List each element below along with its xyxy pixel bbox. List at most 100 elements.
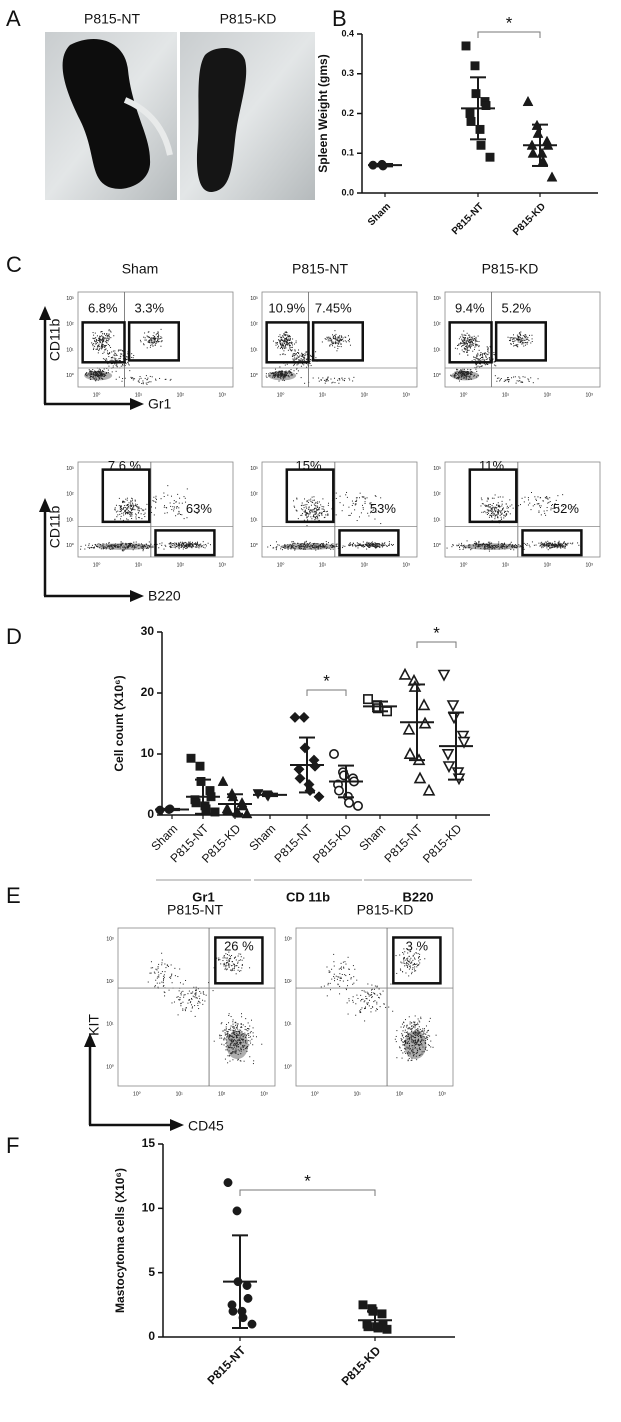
event-dot	[118, 350, 119, 351]
data-point	[218, 776, 228, 785]
event-dot	[234, 1032, 235, 1033]
event-dot	[461, 339, 462, 340]
event-dot	[130, 506, 131, 507]
event-dot	[151, 342, 152, 343]
event-dot	[370, 544, 371, 545]
event-dot	[410, 1022, 411, 1023]
event-dot	[356, 501, 357, 502]
flow-tick-label: 10⁰	[106, 1064, 114, 1070]
event-dot	[228, 965, 229, 966]
event-dot	[124, 507, 125, 508]
event-dot	[339, 335, 340, 336]
event-dot	[141, 383, 142, 384]
event-dot	[313, 547, 314, 548]
event-dot	[240, 1027, 241, 1028]
event-dot	[421, 1037, 422, 1038]
event-dot	[469, 335, 470, 336]
event-dot	[119, 511, 120, 512]
event-dot	[330, 983, 331, 984]
data-point	[405, 749, 415, 758]
event-dot	[243, 958, 244, 959]
event-dot	[476, 355, 477, 356]
event-dot	[533, 382, 534, 383]
event-dot	[111, 351, 112, 352]
event-dot	[236, 959, 237, 960]
event-dot	[473, 343, 474, 344]
event-dot	[285, 332, 286, 333]
event-dot	[548, 545, 549, 546]
event-dot	[279, 366, 280, 367]
event-dot	[146, 544, 147, 545]
event-dot	[240, 954, 241, 955]
event-dot	[283, 378, 284, 379]
event-dot	[298, 349, 299, 350]
event-dot	[292, 374, 293, 375]
event-dot	[413, 1026, 414, 1027]
event-dot	[305, 545, 306, 546]
event-dot	[138, 380, 139, 381]
event-dot	[428, 1044, 429, 1045]
event-dot	[418, 1044, 419, 1045]
flow-tick-label: 10⁰	[433, 373, 441, 379]
event-dot	[151, 339, 152, 340]
event-dot	[339, 993, 340, 994]
event-dot	[495, 515, 496, 516]
event-dot	[361, 1007, 362, 1008]
event-dot	[337, 342, 338, 343]
event-dot	[292, 356, 293, 357]
event-dot	[335, 339, 336, 340]
event-dot	[360, 995, 361, 996]
event-dot	[330, 989, 331, 990]
event-dot	[480, 352, 481, 353]
event-dot	[142, 544, 143, 545]
event-dot	[125, 507, 126, 508]
event-dot	[239, 1033, 240, 1034]
event-dot	[186, 1007, 187, 1008]
event-dot	[164, 507, 165, 508]
event-dot	[331, 342, 332, 343]
event-dot	[108, 344, 109, 345]
event-dot	[545, 541, 546, 542]
event-dot	[152, 338, 153, 339]
data-point	[439, 671, 449, 680]
event-dot	[367, 992, 368, 993]
event-dot	[495, 545, 496, 546]
event-dot	[344, 974, 345, 975]
event-dot	[494, 365, 495, 366]
event-dot	[100, 331, 101, 332]
event-dot	[406, 1047, 407, 1048]
event-dot	[151, 341, 152, 342]
event-dot	[501, 545, 502, 546]
event-dot	[550, 509, 551, 510]
event-dot	[476, 371, 477, 372]
event-dot	[155, 502, 156, 503]
event-dot	[499, 549, 500, 550]
event-dot	[348, 507, 349, 508]
event-dot	[372, 544, 373, 545]
event-dot	[396, 1041, 397, 1042]
event-dot	[106, 333, 107, 334]
event-dot	[523, 340, 524, 341]
event-dot	[223, 1039, 224, 1040]
event-dot	[340, 977, 341, 978]
flow-x-label: CD45	[188, 1118, 224, 1134]
event-dot	[242, 1045, 243, 1046]
event-dot	[327, 511, 328, 512]
event-dot	[328, 983, 329, 984]
event-dot	[152, 376, 153, 377]
event-dot	[232, 1039, 233, 1040]
data-point	[192, 799, 200, 807]
event-dot	[411, 1030, 412, 1031]
event-dot	[462, 341, 463, 342]
event-dot	[117, 544, 118, 545]
event-dot	[294, 344, 295, 345]
event-dot	[508, 381, 509, 382]
event-dot	[487, 545, 488, 546]
data-point	[424, 785, 434, 794]
event-dot	[148, 382, 149, 383]
event-dot	[134, 378, 135, 379]
event-dot	[463, 549, 464, 550]
event-dot	[320, 548, 321, 549]
event-dot	[415, 1040, 416, 1041]
event-dot	[237, 1023, 238, 1024]
